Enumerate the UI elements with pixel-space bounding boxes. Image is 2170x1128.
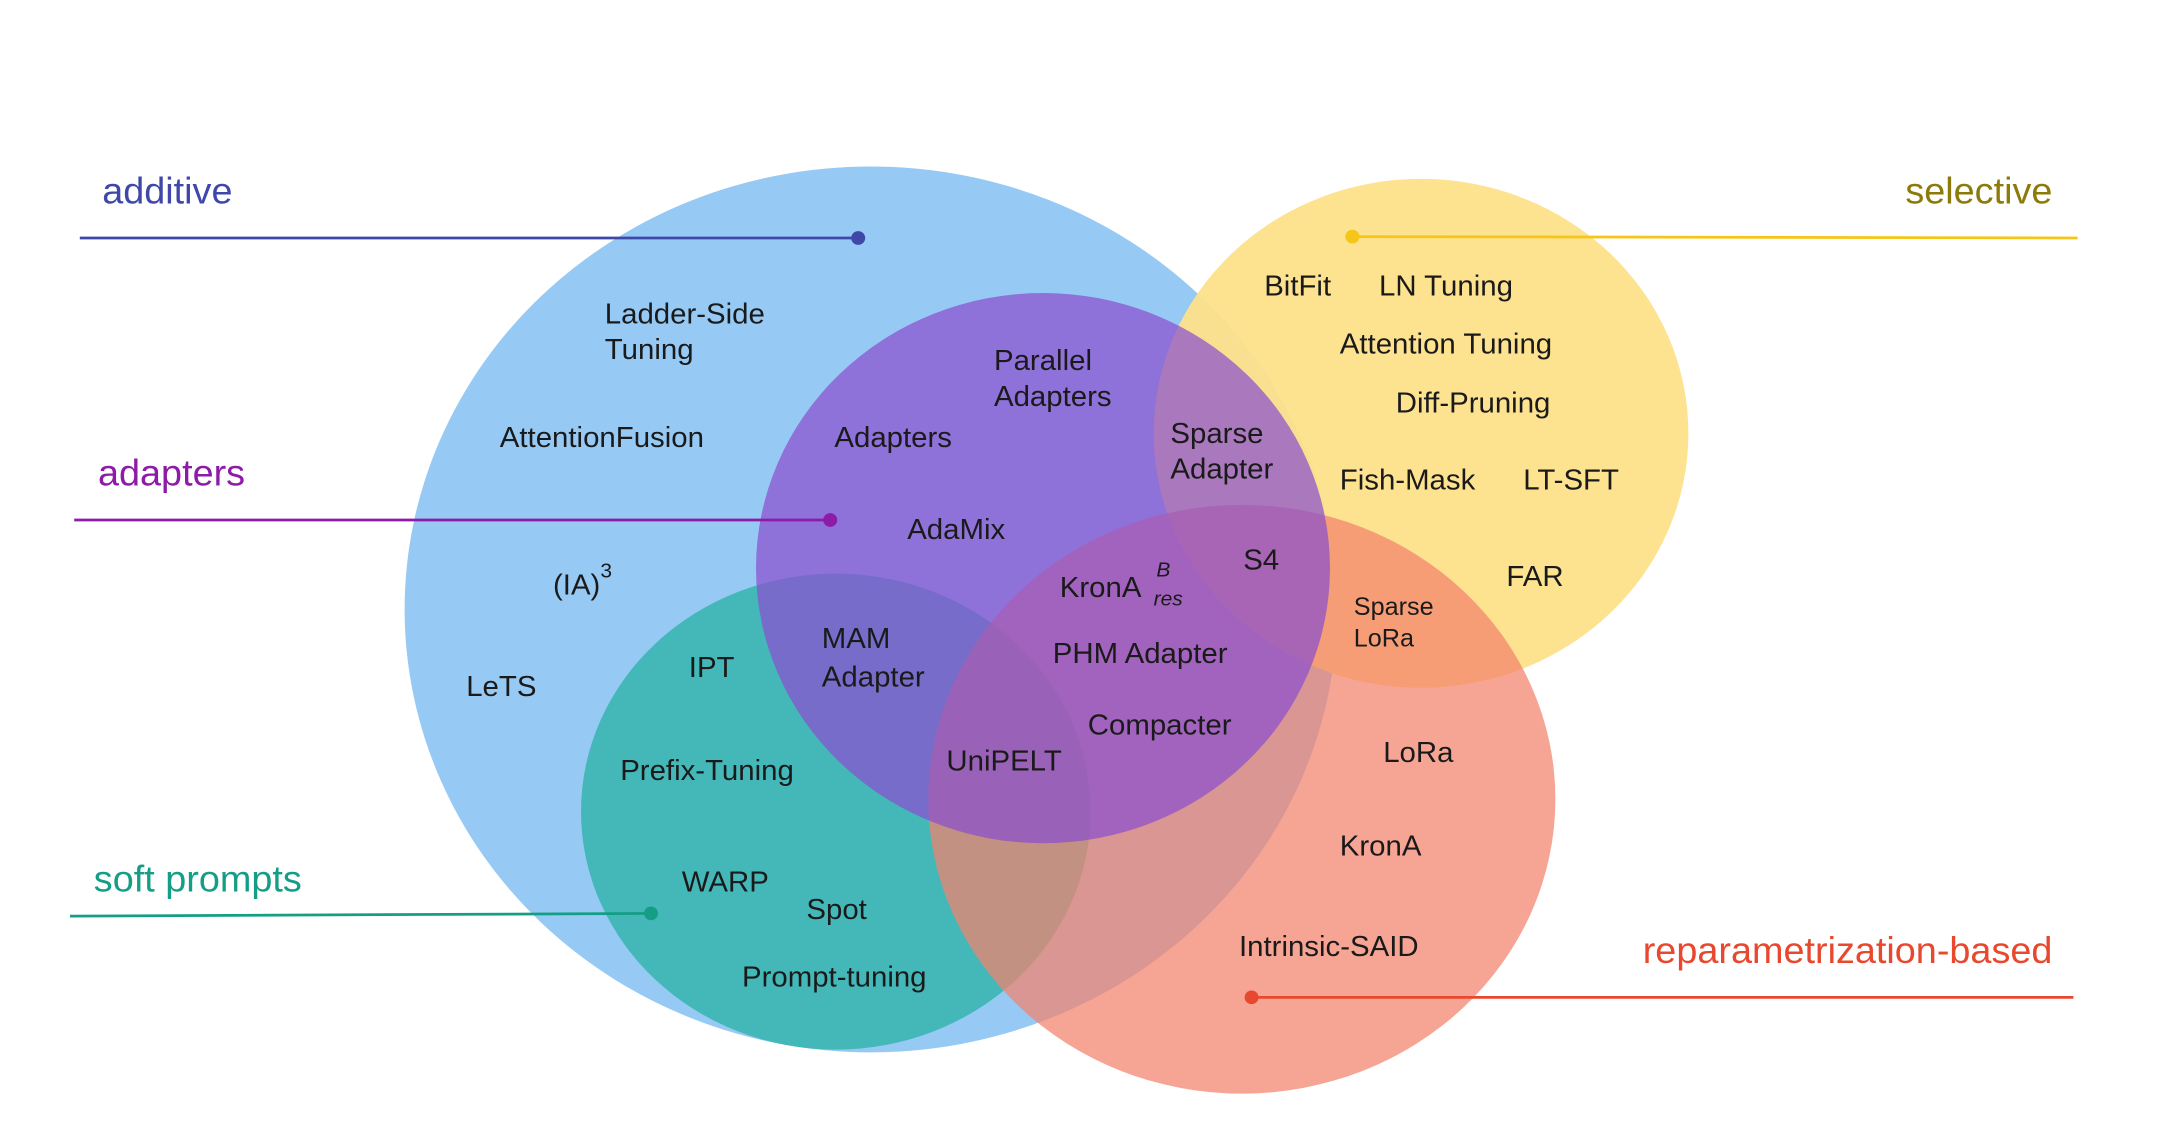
label-selective: selective bbox=[1905, 170, 2052, 212]
legend-adapters: adapters bbox=[74, 452, 838, 527]
label-soft-prompts: soft prompts bbox=[94, 858, 302, 900]
method-warp: WARP bbox=[682, 867, 769, 899]
method-s4: S4 bbox=[1243, 545, 1279, 577]
method-far: FAR bbox=[1506, 561, 1563, 593]
method-prompt-tuning: Prompt-tuning bbox=[742, 962, 927, 994]
method-sparse-lora-2: LoRa bbox=[1354, 625, 1414, 653]
method-parallel-adapters: Parallel bbox=[994, 345, 1092, 377]
method-parallel-adapters-2: Adapters bbox=[994, 381, 1112, 413]
method-prefix-tuning: Prefix-Tuning bbox=[620, 755, 794, 787]
method-lt-sft: LT-SFT bbox=[1523, 465, 1619, 497]
label-adapters: adapters bbox=[98, 452, 245, 494]
method-sparse-adapter-2: Adapter bbox=[1170, 454, 1273, 486]
method-fish-mask: Fish-Mask bbox=[1340, 465, 1476, 497]
method-labels: Ladder-Side Tuning AttentionFusion (IA)3… bbox=[466, 271, 1619, 993]
method-mam-adapter-2: Adapter bbox=[822, 662, 925, 694]
method-krona-res: KronA bbox=[1060, 572, 1142, 604]
method-intrinsic-said: Intrinsic-SAID bbox=[1239, 931, 1419, 963]
method-lora: LoRa bbox=[1383, 737, 1454, 769]
legend-selective: selective bbox=[1345, 170, 2078, 244]
label-reparametrization: reparametrization-based bbox=[1643, 929, 2053, 971]
set-adapters bbox=[756, 293, 1330, 844]
method-ln-tuning: LN Tuning bbox=[1379, 271, 1513, 303]
method-krona: KronA bbox=[1340, 831, 1422, 863]
method-krona-res-sup: B bbox=[1156, 559, 1170, 582]
method-compacter: Compacter bbox=[1088, 710, 1232, 742]
method-attentionfusion: AttentionFusion bbox=[500, 422, 704, 454]
method-bitfit: BitFit bbox=[1264, 271, 1331, 303]
method-adapters: Adapters bbox=[834, 422, 952, 454]
method-ia3: (IA)3 bbox=[553, 560, 612, 601]
method-ipt: IPT bbox=[689, 652, 735, 684]
label-additive: additive bbox=[102, 170, 232, 212]
method-adamix: AdaMix bbox=[907, 514, 1005, 546]
method-lets: LeTS bbox=[466, 671, 536, 703]
method-attention-tuning: Attention Tuning bbox=[1340, 329, 1552, 361]
method-unipelt: UniPELT bbox=[946, 746, 1062, 778]
method-ladder-side: Ladder-Side bbox=[605, 298, 765, 330]
method-sparse-adapter: Sparse bbox=[1170, 418, 1263, 450]
legend-additive: additive bbox=[79, 170, 866, 245]
method-mam-adapter: MAM bbox=[822, 623, 891, 655]
method-krona-res-sub: res bbox=[1154, 587, 1183, 610]
method-phm-adapter: PHM Adapter bbox=[1053, 638, 1228, 670]
method-diff-pruning: Diff-Pruning bbox=[1396, 388, 1551, 420]
method-sparse-lora: Sparse bbox=[1354, 593, 1434, 621]
legend-soft-prompts: soft prompts bbox=[69, 858, 658, 921]
legend-reparametrization: reparametrization-based bbox=[1244, 929, 2074, 1005]
method-spot: Spot bbox=[806, 894, 866, 926]
method-ladder-side-2: Tuning bbox=[605, 334, 694, 366]
